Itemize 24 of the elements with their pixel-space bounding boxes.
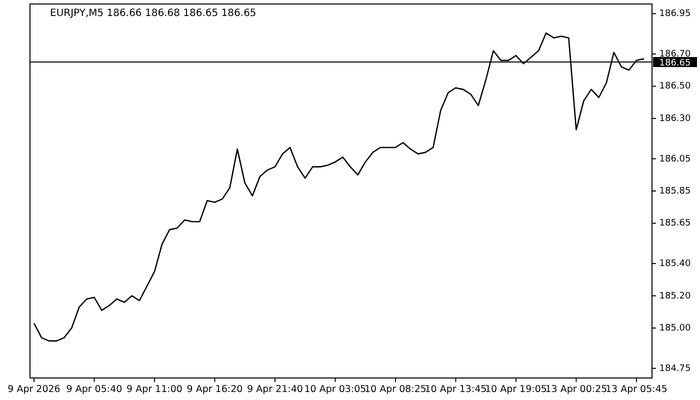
x-tick-label: 10 Apr 13:45 (424, 384, 487, 395)
x-tick-label: 9 Apr 21:40 (247, 384, 303, 395)
ref-line-label: 186.65 (659, 58, 691, 69)
y-tick-label: 186.30 (659, 114, 692, 124)
y-tick-label: 185.85 (659, 186, 691, 196)
x-tick-label: 10 Apr 08:25 (364, 384, 426, 395)
y-tick-label: 185.65 (659, 218, 691, 229)
y-tick-label: 186.05 (659, 154, 691, 164)
y-tick-label: 186.95 (659, 9, 691, 20)
x-tick-label: 9 Apr 2026 (8, 384, 60, 395)
x-tick-label: 10 Apr 03:05 (304, 384, 366, 395)
chart-title: EURJPY,M5 186.66 186.68 186.65 186.65 (50, 8, 256, 19)
y-tick-label: 185.40 (659, 259, 692, 270)
y-tick-label: 186.70 (659, 49, 692, 60)
x-tick-label: 9 Apr 16:20 (186, 384, 243, 395)
y-tick-label: 186.50 (659, 82, 692, 92)
x-tick-label: 9 Apr 11:00 (126, 384, 182, 395)
y-tick-label: 185.20 (659, 291, 692, 302)
y-tick-label: 185.00 (659, 324, 692, 334)
y-tick-label: 184.75 (659, 364, 691, 374)
x-tick-label: 9 Apr 05:40 (66, 384, 122, 395)
x-tick-label: 13 Apr 05:45 (605, 384, 668, 395)
x-tick-label: 10 Apr 19:05 (485, 384, 547, 395)
x-tick-label: 13 Apr 00:25 (545, 384, 608, 395)
